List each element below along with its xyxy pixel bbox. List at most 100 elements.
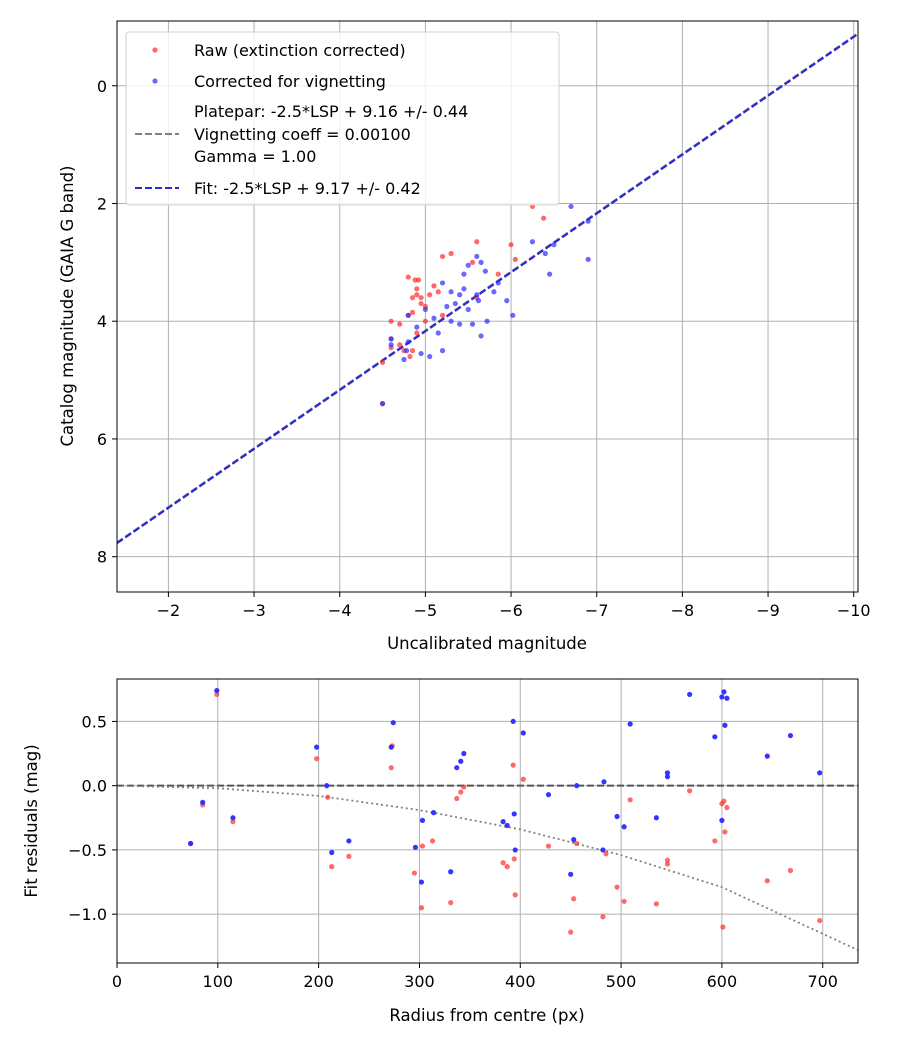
corrected-point bbox=[401, 356, 407, 363]
corrected-point bbox=[529, 239, 536, 245]
residual-raw-point bbox=[429, 838, 436, 844]
raw-point bbox=[439, 253, 446, 260]
corrected-point bbox=[403, 348, 410, 354]
legend: Raw (extinction corrected) Corrected for… bbox=[125, 31, 560, 206]
residual-raw-point bbox=[712, 838, 718, 844]
corrected-point bbox=[418, 350, 424, 357]
corrected-point bbox=[457, 292, 463, 298]
bottom-plot-frame bbox=[116, 678, 859, 964]
legend-marker-raw bbox=[152, 47, 158, 53]
corrected-point bbox=[491, 289, 497, 295]
raw-point bbox=[414, 286, 420, 292]
residual-corrected-point bbox=[817, 770, 823, 776]
residual-corrected-point bbox=[653, 815, 659, 821]
raw-point bbox=[388, 318, 394, 324]
corrected-point bbox=[551, 242, 557, 248]
corrected-point bbox=[461, 286, 467, 292]
legend-label-vignetting: Vignetting coeff = 0.00100 bbox=[194, 125, 411, 144]
vignetting-model-curve bbox=[117, 784, 858, 951]
residual-corrected-point bbox=[614, 813, 620, 820]
raw-point bbox=[431, 283, 437, 289]
residual-corrected-point bbox=[571, 837, 577, 843]
corrected-point bbox=[444, 303, 450, 310]
residual-raw-point bbox=[504, 864, 510, 870]
residual-corrected-point bbox=[545, 792, 552, 798]
legend-label-fit: Fit: -2.5*LSP + 9.17 +/- 0.42 bbox=[194, 179, 421, 198]
residual-corrected-point bbox=[627, 721, 633, 727]
residual-corrected-point bbox=[430, 810, 437, 816]
residual-corrected-point bbox=[500, 819, 506, 825]
bottom-panel: 0 100 200 300 400 500 600 700 0.5 0.0 −0.5 −1.0 Ra… bbox=[22, 678, 859, 1025]
residual-corrected-point bbox=[574, 783, 580, 789]
corrected-point bbox=[478, 333, 484, 339]
raw-point bbox=[405, 274, 411, 280]
bottom-xtick-label: 200 bbox=[303, 972, 334, 991]
residual-raw-point bbox=[627, 797, 633, 803]
residual-corrected-point bbox=[324, 783, 330, 789]
residual-corrected-point bbox=[388, 744, 394, 750]
residual-raw-point bbox=[500, 860, 506, 866]
top-xlabel: Uncalibrated magnitude bbox=[387, 634, 587, 653]
residual-raw-point bbox=[787, 867, 794, 874]
bottom-xtick-label: 400 bbox=[505, 972, 536, 991]
top-ytick-label: 8 bbox=[97, 548, 107, 567]
residual-corrected-point bbox=[230, 815, 236, 821]
residual-raw-point bbox=[419, 843, 426, 849]
raw-point bbox=[495, 271, 501, 277]
raw-point bbox=[474, 239, 480, 245]
residual-corrected-point bbox=[214, 687, 220, 694]
residual-raw-point bbox=[621, 898, 627, 904]
raw-point bbox=[435, 289, 441, 295]
corrected-point bbox=[427, 353, 433, 360]
residual-corrected-point bbox=[520, 730, 526, 736]
corrected-point bbox=[452, 300, 458, 307]
residual-raw-point bbox=[230, 819, 236, 825]
corrected-point bbox=[474, 292, 480, 298]
corrected-point bbox=[388, 342, 394, 348]
residual-raw-point bbox=[511, 856, 517, 862]
raw-point bbox=[414, 330, 420, 336]
residual-corrected-point bbox=[787, 732, 794, 739]
residual-corrected-point bbox=[346, 838, 352, 844]
top-ytick-label: 2 bbox=[97, 194, 107, 213]
raw-point bbox=[397, 342, 403, 348]
residual-corrected-point bbox=[412, 844, 419, 850]
residual-raw-point bbox=[664, 857, 671, 863]
top-xtick-label: −4 bbox=[328, 601, 352, 620]
top-xtick-label: −10 bbox=[837, 601, 871, 620]
bottom-xtick-label: 600 bbox=[707, 972, 738, 991]
top-panel: −2 −3 −4 −5 −6 −7 −8 −9 −10 0 2 4 6 8 Uncalibrated m… bbox=[58, 20, 871, 653]
corrected-point bbox=[510, 312, 516, 318]
raw-point bbox=[508, 242, 514, 248]
raw-point bbox=[439, 312, 446, 318]
corrected-point bbox=[585, 218, 591, 224]
corrected-point bbox=[482, 268, 488, 274]
residual-corrected-point bbox=[601, 779, 607, 785]
top-xtick-label: −9 bbox=[756, 601, 780, 620]
raw-point bbox=[409, 295, 416, 301]
corrected-point bbox=[484, 318, 490, 324]
bottom-ytick-label: 0.5 bbox=[82, 712, 107, 731]
residual-raw-point bbox=[764, 878, 770, 884]
residual-raw-point bbox=[418, 905, 425, 911]
top-ytick-label: 4 bbox=[97, 312, 107, 331]
residual-raw-point bbox=[574, 840, 580, 847]
residual-raw-point bbox=[687, 788, 693, 794]
residual-raw-point bbox=[325, 794, 331, 800]
residual-corrected-point bbox=[687, 691, 693, 698]
bottom-ylabel: Fit residuals (mag) bbox=[22, 744, 41, 897]
residual-corrected-point bbox=[454, 765, 460, 771]
residual-raw-point bbox=[454, 795, 460, 802]
legend-label-gamma: Gamma = 1.00 bbox=[194, 147, 316, 166]
corrected-point bbox=[388, 336, 394, 342]
residual-corrected-point bbox=[419, 817, 426, 823]
residual-raw-point bbox=[448, 900, 454, 906]
raw-point bbox=[427, 292, 433, 298]
raw-point bbox=[422, 318, 428, 324]
raw-point bbox=[407, 353, 413, 360]
corrected-point bbox=[431, 315, 437, 321]
top-ytick-label: 6 bbox=[97, 430, 107, 449]
bottom-xtick-label: 700 bbox=[807, 972, 838, 991]
raw-point bbox=[512, 256, 518, 263]
corrected-point bbox=[448, 289, 454, 295]
